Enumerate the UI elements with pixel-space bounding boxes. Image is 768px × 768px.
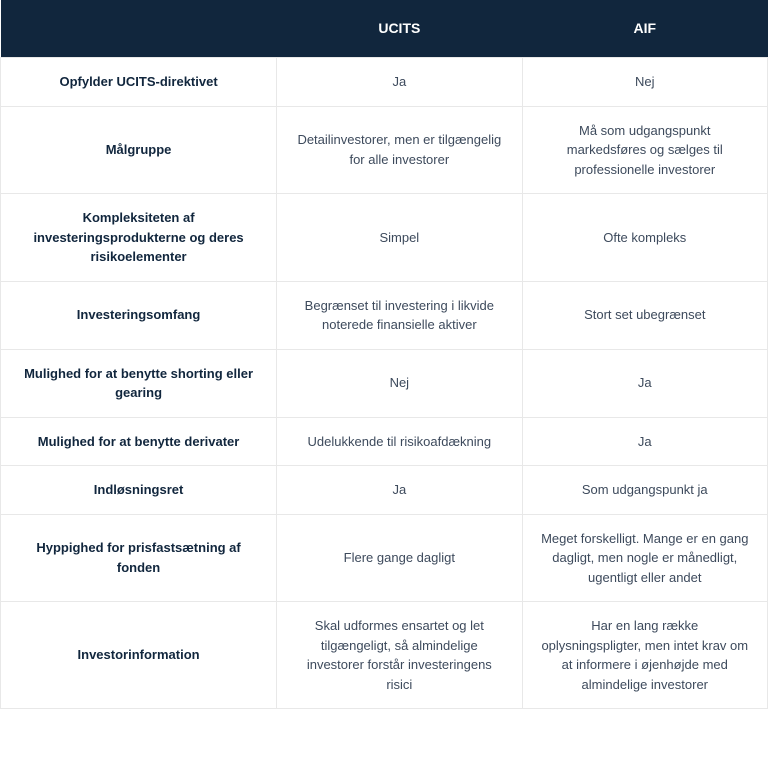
row-label: Investorinformation (1, 602, 277, 709)
row-ucits: Ja (277, 466, 522, 515)
row-aif: Ofte kompleks (522, 194, 767, 282)
row-label: Investeringsomfang (1, 281, 277, 349)
header-blank (1, 0, 277, 58)
header-aif: AIF (522, 0, 767, 58)
table-row: Indløsningsret Ja Som udgangspunkt ja (1, 466, 768, 515)
row-ucits: Ja (277, 58, 522, 107)
table-row: Mulighed for at benytte derivater Udeluk… (1, 417, 768, 466)
row-ucits: Begrænset til investering i likvide note… (277, 281, 522, 349)
table-row: Opfylder UCITS-direktivet Ja Nej (1, 58, 768, 107)
header-ucits: UCITS (277, 0, 522, 58)
row-label: Kompleksiteten af investeringsproduktern… (1, 194, 277, 282)
table-row: Investeringsomfang Begrænset til investe… (1, 281, 768, 349)
table-row: Målgruppe Detailinvestorer, men er tilgæ… (1, 106, 768, 194)
table-header-row: UCITS AIF (1, 0, 768, 58)
row-label: Mulighed for at benytte shorting eller g… (1, 349, 277, 417)
row-aif: Stort set ubegrænset (522, 281, 767, 349)
row-aif: Nej (522, 58, 767, 107)
row-label: Indløsningsret (1, 466, 277, 515)
row-ucits: Udelukkende til risikoafdækning (277, 417, 522, 466)
row-label: Opfylder UCITS-direktivet (1, 58, 277, 107)
row-aif: Har en lang række oplysningspligter, men… (522, 602, 767, 709)
row-label: Målgruppe (1, 106, 277, 194)
table-row: Kompleksiteten af investeringsproduktern… (1, 194, 768, 282)
row-ucits: Nej (277, 349, 522, 417)
table-row: Mulighed for at benytte shorting eller g… (1, 349, 768, 417)
row-aif: Som udgangspunkt ja (522, 466, 767, 515)
row-ucits: Detailinvestorer, men er tilgængelig for… (277, 106, 522, 194)
comparison-table: UCITS AIF Opfylder UCITS-direktivet Ja N… (0, 0, 768, 709)
row-label: Mulighed for at benytte derivater (1, 417, 277, 466)
row-aif: Må som udgangspunkt markedsføres og sælg… (522, 106, 767, 194)
table-row: Investorinformation Skal udformes ensart… (1, 602, 768, 709)
table-row: Hyppighed for prisfastsætning af fonden … (1, 514, 768, 602)
row-aif: Ja (522, 417, 767, 466)
row-ucits: Simpel (277, 194, 522, 282)
row-ucits: Flere gange dagligt (277, 514, 522, 602)
row-aif: Ja (522, 349, 767, 417)
row-label: Hyppighed for prisfastsætning af fonden (1, 514, 277, 602)
row-ucits: Skal udformes ensartet og let tilgængeli… (277, 602, 522, 709)
row-aif: Meget forskelligt. Mange er en gang dagl… (522, 514, 767, 602)
